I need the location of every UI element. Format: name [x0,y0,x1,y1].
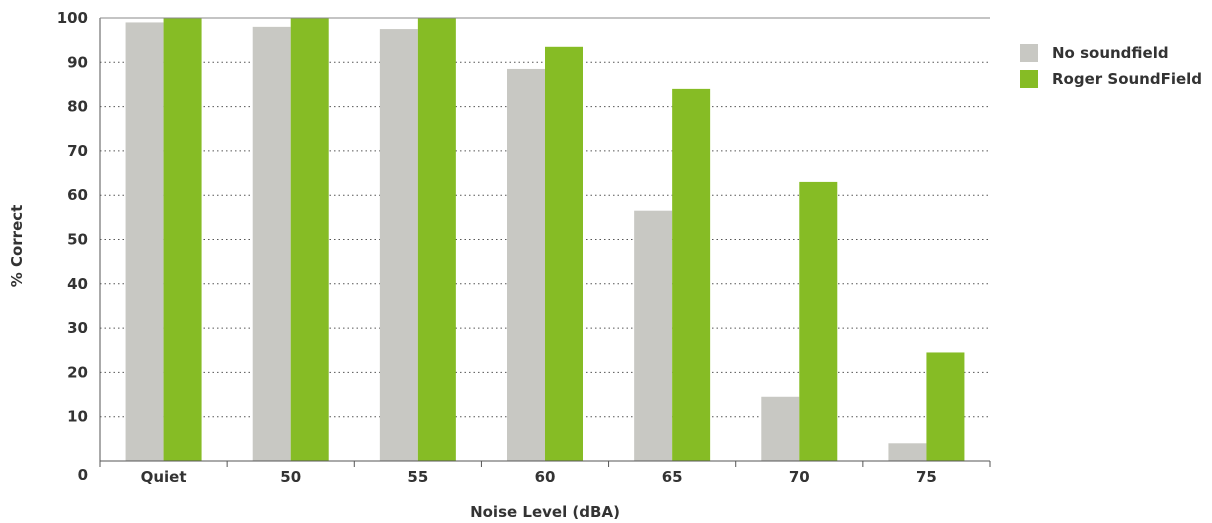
legend-label: Roger SoundField [1052,70,1202,88]
x-tick-label: 75 [916,468,937,486]
x-tick-label: Quiet [141,468,187,486]
bar-roger-soundfield [290,18,329,461]
bar-roger-soundfield [672,88,711,461]
legend-label: No soundfield [1052,44,1169,62]
y-tick-label: 90 [67,53,88,71]
y-tick-labels: 0 10 20 30 40 50 60 70 80 90 100 [57,9,88,484]
legend-swatch [1020,44,1038,62]
y-axis-title: % Correct [8,205,26,288]
bars [125,18,965,462]
bar-roger-soundfield [417,18,456,461]
x-tick-labels: Quiet 50 55 60 65 70 75 [141,468,937,486]
y-tick-label: 70 [67,142,88,160]
bar-no-soundfield [761,396,800,461]
y-tick-label: 30 [67,319,88,337]
y-tick-label: 10 [67,408,88,426]
x-tick-label: 50 [280,468,301,486]
bar-no-soundfield [252,26,291,462]
bar-no-soundfield [634,210,673,461]
y-tick-label: 60 [67,186,88,204]
y-tick-label: 0 [78,466,88,484]
y-tick-label: 40 [67,275,88,293]
y-tick-label: 20 [67,363,88,381]
bar-no-soundfield [125,22,164,462]
axes [99,17,991,467]
y-tick-label: 50 [67,231,88,249]
legend: No soundfield Roger SoundField [1020,44,1202,88]
bar-roger-soundfield [926,352,965,461]
y-tick-label: 80 [67,98,88,116]
bar-no-soundfield [379,29,418,461]
x-tick-label: 70 [789,468,810,486]
bar-no-soundfield [888,443,927,461]
y-tick-label: 100 [57,9,88,27]
x-tick-label: 60 [535,468,556,486]
bar-roger-soundfield [799,181,838,461]
legend-swatch [1020,70,1038,88]
bar-roger-soundfield [163,18,202,461]
x-axis-title: Noise Level (dBA) [470,503,620,521]
x-tick-label: 55 [407,468,428,486]
bar-no-soundfield [507,68,545,461]
bar-roger-soundfield [545,46,583,462]
x-tick-label: 65 [662,468,683,486]
